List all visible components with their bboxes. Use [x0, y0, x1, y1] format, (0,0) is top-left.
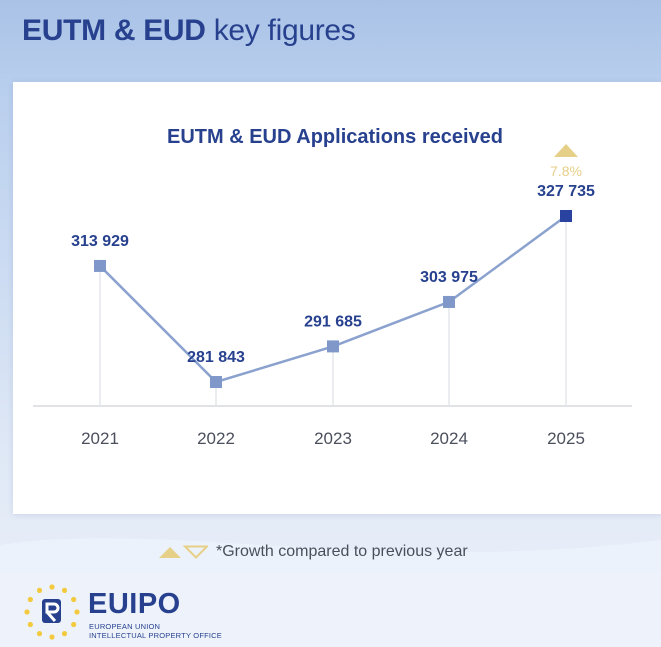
logo-star: [27, 621, 33, 628]
logo-star: [71, 621, 77, 628]
logo-star: [61, 631, 68, 637]
logo-star: [36, 587, 43, 593]
euipo-logo: EUIPO EUROPEAN UNION INTELLECTUAL PROPER…: [22, 580, 272, 644]
value-label-2021: 313 929: [71, 233, 129, 250]
page-title-rest: key figures: [213, 14, 356, 47]
x-tick-label-2024: 2024: [430, 429, 468, 448]
footnote: *Growth compared to previous year: [158, 540, 468, 564]
value-label-2023: 291 685: [304, 313, 362, 330]
growth-label: 7.8%: [550, 163, 582, 179]
data-point-2023: [327, 340, 339, 353]
value-label-2025: 327 735: [537, 183, 595, 200]
data-point-2025: [560, 210, 572, 222]
chart-title: EUTM & EUD Applications received: [167, 126, 503, 148]
logo-wordmark: EUIPO: [88, 588, 181, 620]
chart-card: [13, 82, 661, 514]
value-label-2024: 303 975: [420, 269, 478, 286]
page-title-bold: EUTM & EUD: [22, 14, 206, 47]
logo-star: [74, 609, 80, 615]
page-title: EUTM & EUD key figures: [22, 14, 356, 48]
growth-up-icon: [554, 144, 578, 157]
growth-legend-icon: [159, 545, 208, 559]
data-point-2021: [94, 259, 106, 272]
value-label-2022: 281 843: [187, 349, 245, 366]
footnote-text: *Growth compared to previous year: [216, 543, 468, 560]
x-tick-label-2023: 2023: [314, 429, 352, 448]
logo-star: [71, 596, 77, 603]
euipo-star-circle-icon: [24, 584, 80, 640]
x-tick-label-2022: 2022: [197, 429, 235, 448]
background-wave: [0, 538, 661, 647]
logo-subtitle: EUROPEAN UNION INTELLECTUAL PROPERTY OFF…: [89, 622, 222, 640]
logo-subtitle-line1: EUROPEAN UNION: [89, 622, 161, 631]
logo-star: [36, 631, 43, 637]
logo-star: [49, 634, 55, 640]
logo-star: [49, 584, 55, 590]
x-tick-label-2025: 2025: [547, 429, 585, 448]
logo-star: [61, 587, 68, 593]
logo-star: [24, 609, 30, 615]
logo-subtitle-line2: INTELLECTUAL PROPERTY OFFICE: [89, 631, 222, 640]
data-point-2022: [210, 376, 222, 388]
data-point-2024: [443, 295, 455, 308]
logo-star: [27, 596, 33, 603]
x-tick-label-2021: 2021: [81, 429, 119, 448]
